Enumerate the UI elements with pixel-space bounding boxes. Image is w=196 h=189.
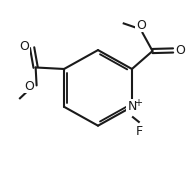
Text: O: O (24, 80, 34, 93)
Text: N: N (127, 100, 137, 113)
Text: +: + (134, 98, 142, 108)
Text: O: O (136, 19, 146, 32)
Text: F: F (136, 125, 143, 138)
Text: O: O (176, 44, 185, 57)
Text: O: O (19, 40, 29, 53)
